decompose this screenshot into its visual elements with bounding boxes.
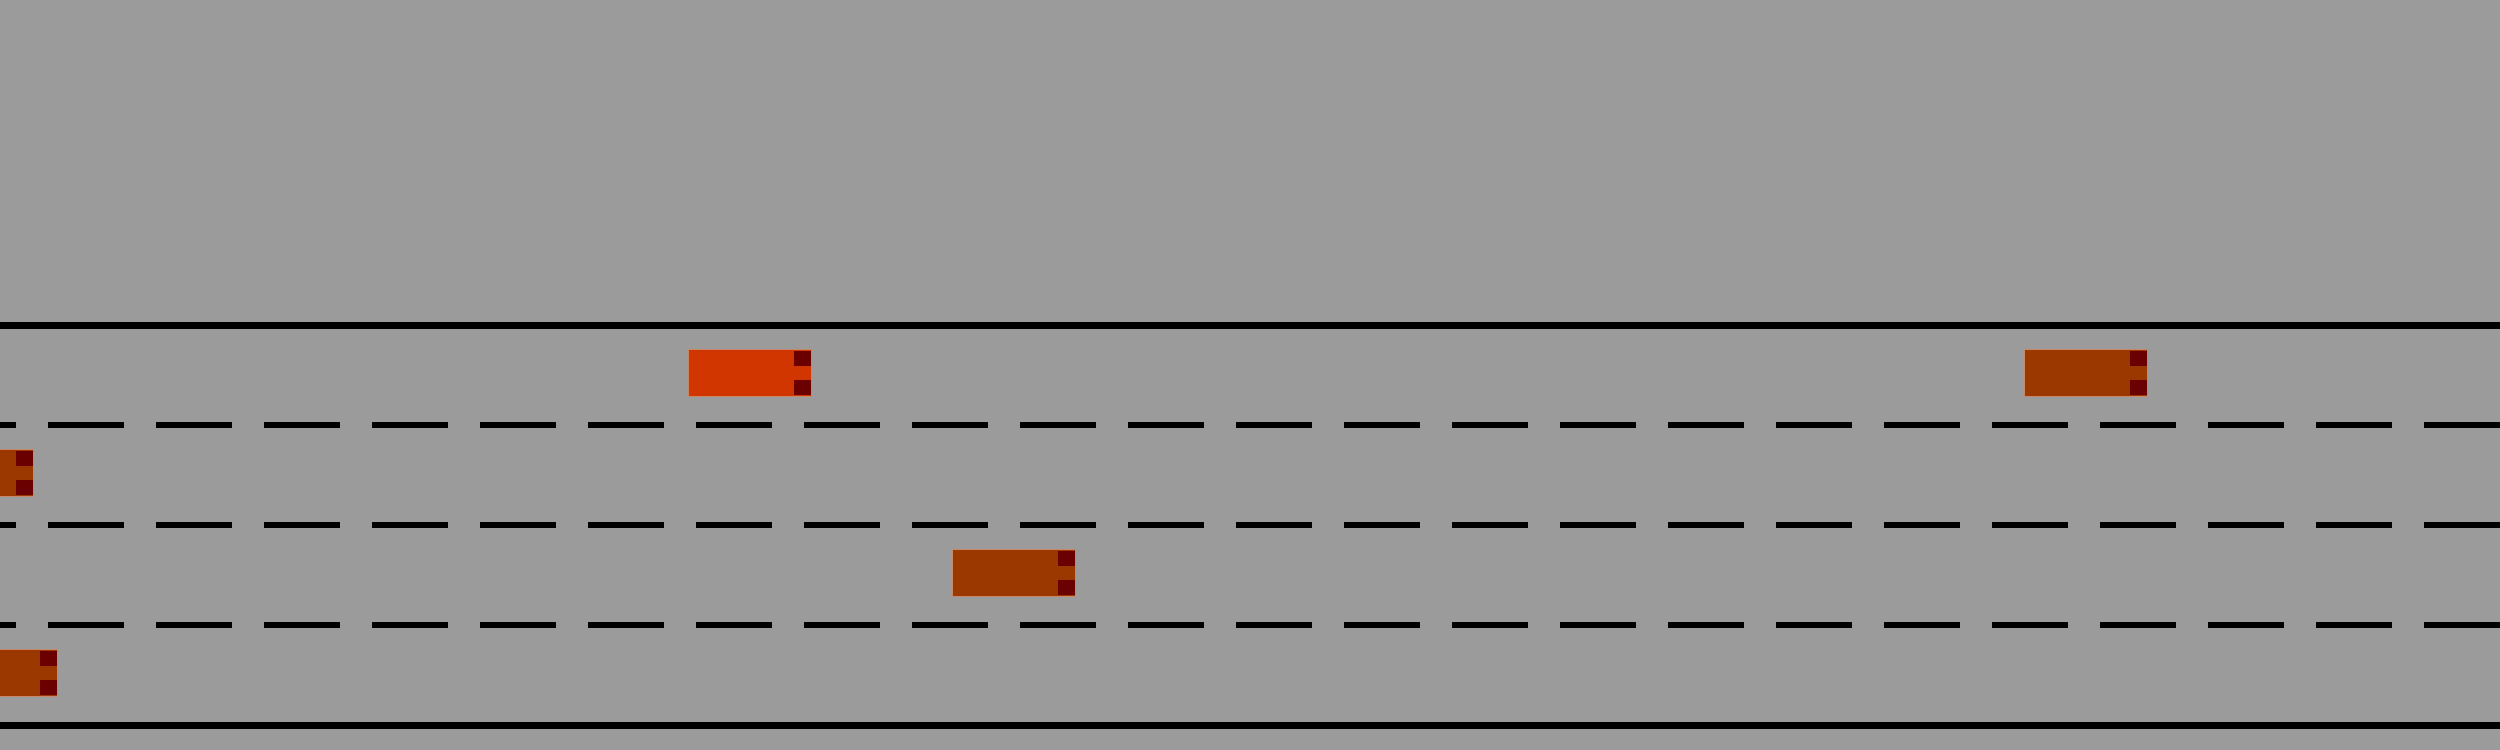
vehicle-light xyxy=(16,451,33,466)
vehicle-light xyxy=(40,651,57,666)
lane-divider-3 xyxy=(0,622,2500,628)
lane-divider-2 xyxy=(0,522,2500,528)
vehicle-light xyxy=(1058,580,1075,595)
road-top-edge xyxy=(0,322,2500,329)
vehicle-light xyxy=(40,680,57,695)
road-bottom-edge xyxy=(0,722,2500,729)
other-vehicle xyxy=(952,549,1076,597)
vehicle-light xyxy=(794,380,811,395)
lane-divider-1 xyxy=(0,422,2500,428)
vehicle-light xyxy=(2130,351,2147,366)
vehicle-light xyxy=(794,351,811,366)
vehicle-light xyxy=(1058,551,1075,566)
other-vehicle xyxy=(0,449,34,497)
vehicle-light xyxy=(16,480,33,495)
other-vehicle xyxy=(0,649,58,697)
vehicle-light xyxy=(2130,380,2147,395)
other-vehicle xyxy=(2024,349,2148,397)
ego-vehicle xyxy=(688,349,812,397)
